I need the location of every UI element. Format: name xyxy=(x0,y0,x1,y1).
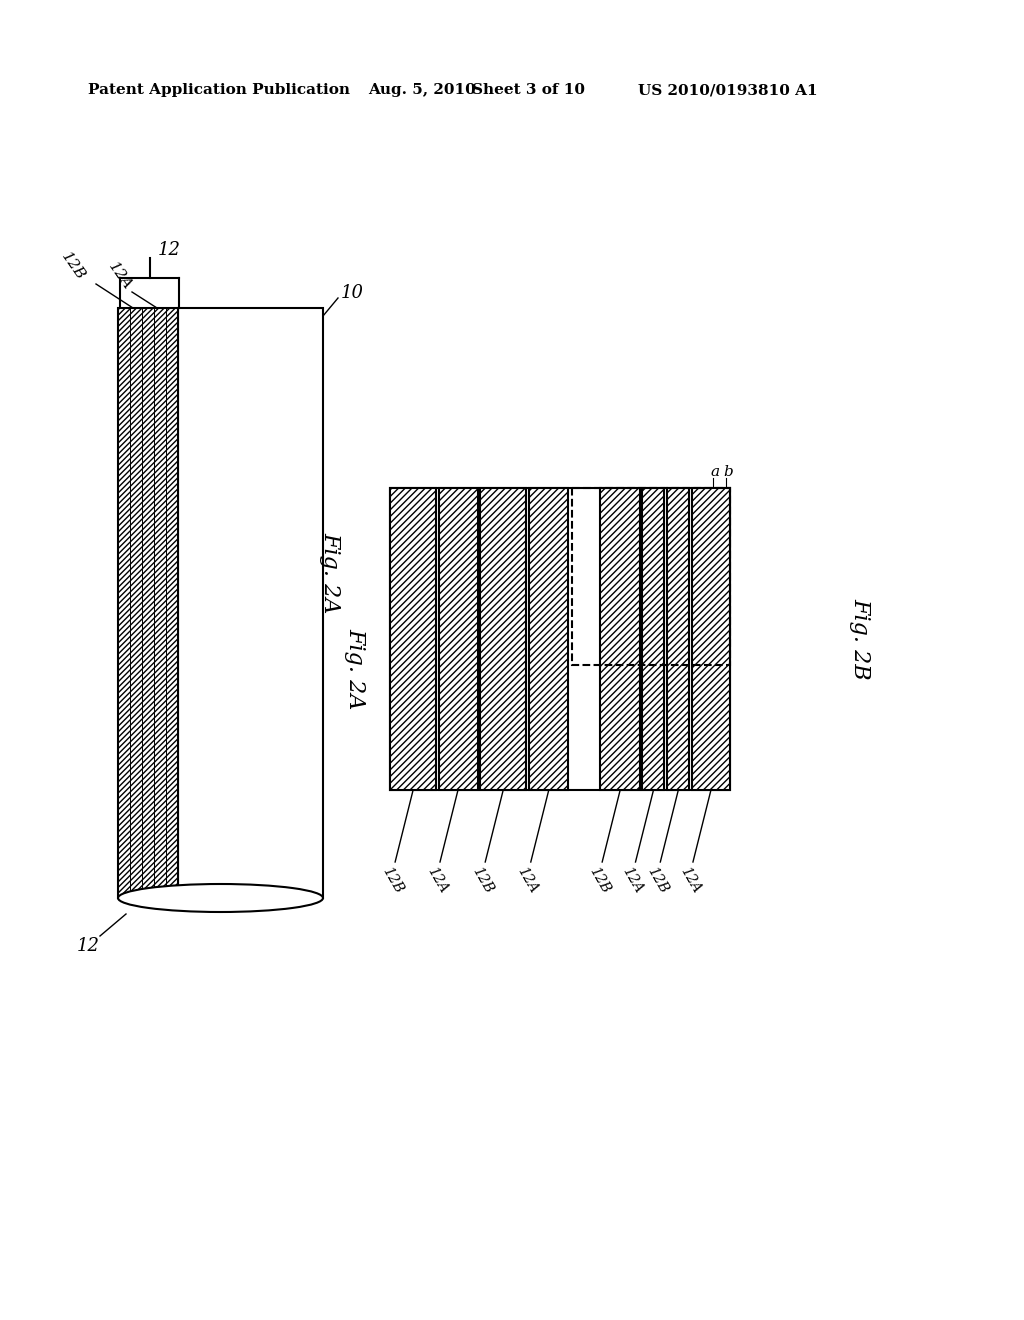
Text: 12: 12 xyxy=(158,242,180,259)
Text: 12B: 12B xyxy=(469,865,496,895)
Bar xyxy=(480,488,526,789)
Text: Fig. 2A: Fig. 2A xyxy=(319,532,341,614)
Bar xyxy=(178,308,323,898)
Text: Aug. 5, 2010: Aug. 5, 2010 xyxy=(368,83,476,96)
Text: 12A: 12A xyxy=(105,260,134,293)
Bar xyxy=(600,488,640,789)
Bar xyxy=(642,488,665,789)
Text: 12B: 12B xyxy=(379,865,406,895)
Text: Patent Application Publication: Patent Application Publication xyxy=(88,83,350,96)
Bar xyxy=(438,488,478,789)
Text: 12A: 12A xyxy=(515,865,541,895)
Text: 12A: 12A xyxy=(424,865,450,895)
Text: US 2010/0193810 A1: US 2010/0193810 A1 xyxy=(638,83,817,96)
Bar xyxy=(571,488,730,665)
Text: a: a xyxy=(710,465,719,479)
Text: 12A: 12A xyxy=(677,865,702,895)
Text: 12A: 12A xyxy=(620,865,645,895)
Text: 10: 10 xyxy=(341,284,364,302)
Text: 12B: 12B xyxy=(58,249,88,282)
Text: Fig. 2B: Fig. 2B xyxy=(849,598,871,680)
Bar xyxy=(692,488,730,789)
Bar xyxy=(390,488,436,789)
Text: 12B: 12B xyxy=(586,865,612,895)
Bar xyxy=(390,488,730,789)
Text: b: b xyxy=(723,465,733,479)
Ellipse shape xyxy=(118,884,323,912)
Text: Fig. 2A: Fig. 2A xyxy=(344,628,366,710)
Text: 12: 12 xyxy=(77,937,99,954)
Bar xyxy=(118,308,178,898)
Text: Sheet 3 of 10: Sheet 3 of 10 xyxy=(472,83,585,96)
Bar xyxy=(529,488,568,789)
Bar xyxy=(667,488,689,789)
Text: 12B: 12B xyxy=(644,865,671,895)
